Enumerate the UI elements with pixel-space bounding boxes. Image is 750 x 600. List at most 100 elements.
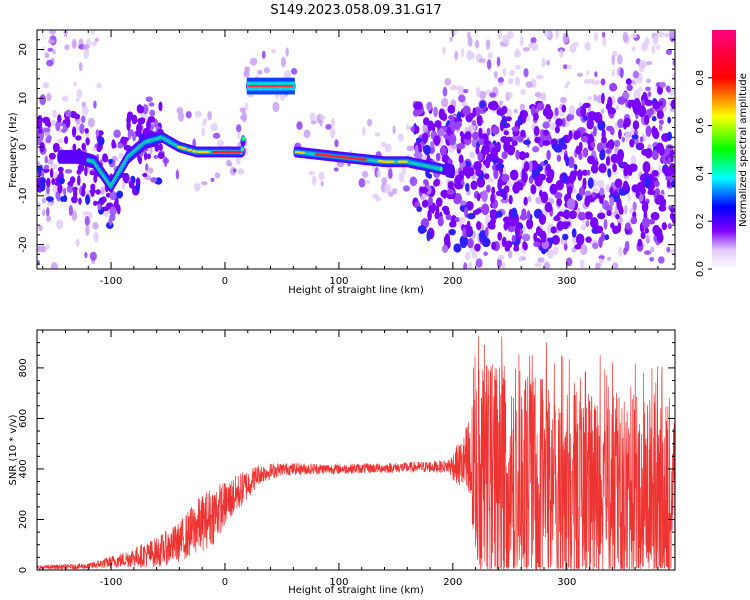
heat-blob xyxy=(565,155,570,167)
heat-blob xyxy=(651,170,659,177)
heat-blob xyxy=(280,56,287,68)
heat-blob xyxy=(652,34,659,46)
spectrogram-y-tick-label: -20 xyxy=(18,236,29,252)
heat-blob xyxy=(514,76,521,86)
heat-blob xyxy=(603,219,608,230)
heat-blob xyxy=(667,223,672,230)
heat-blob xyxy=(513,108,518,114)
heat-blob xyxy=(658,123,663,131)
heat-blob xyxy=(543,30,551,37)
heat-blob xyxy=(579,259,585,269)
heat-blob xyxy=(599,195,604,204)
heat-blob xyxy=(93,174,98,184)
heat-blob xyxy=(511,234,516,243)
heat-blob xyxy=(448,114,454,121)
heat-blob xyxy=(607,168,612,178)
heat-blob xyxy=(562,233,569,241)
heat-blob xyxy=(623,163,632,174)
heat-blob xyxy=(650,246,655,253)
heat-blob xyxy=(566,186,573,194)
heat-blob xyxy=(636,181,646,189)
heat-blob xyxy=(483,140,492,146)
heat-blob xyxy=(632,201,637,211)
heat-blob xyxy=(508,78,514,85)
heat-blob xyxy=(467,35,473,47)
heat-blob xyxy=(65,109,72,118)
heat-blob xyxy=(263,67,270,74)
heat-blob xyxy=(463,88,469,94)
heat-blob xyxy=(148,102,155,107)
colorbar-label: Normalized spectral amplitude xyxy=(738,73,749,227)
heat-blob xyxy=(531,42,539,51)
heat-blob xyxy=(638,66,645,73)
heat-blob xyxy=(325,124,332,130)
heat-blob xyxy=(556,220,564,231)
heat-blob xyxy=(82,105,89,115)
heat-blob xyxy=(212,132,221,139)
heat-blob xyxy=(462,105,471,116)
heat-blob xyxy=(651,116,657,122)
heat-blob xyxy=(556,154,562,162)
heat-blob xyxy=(639,194,644,203)
heat-blob xyxy=(466,220,471,232)
heat-blob xyxy=(601,92,605,105)
colorbar: 0.0 0.2 0.4 0.6 0.8 Normalized spectral ampl… xyxy=(695,30,749,277)
heat-blob xyxy=(642,161,651,173)
heat-blob xyxy=(481,190,488,202)
heat-blob xyxy=(537,257,545,263)
heat-blob xyxy=(66,184,74,193)
heat-blob xyxy=(333,167,339,172)
heat-blob xyxy=(87,117,95,128)
heat-blob xyxy=(519,36,524,47)
heat-blob xyxy=(142,173,148,178)
heat-blob xyxy=(651,44,655,54)
heat-blob xyxy=(55,191,61,200)
heat-blob xyxy=(543,261,551,269)
heat-blob xyxy=(290,68,298,75)
heat-blob xyxy=(464,182,470,192)
heat-blob xyxy=(454,85,462,90)
heat-blob xyxy=(596,94,603,104)
ridge-core xyxy=(402,160,408,163)
ridge-core xyxy=(181,147,187,150)
heat-blob xyxy=(82,182,86,190)
heat-blob xyxy=(647,91,652,97)
heat-blob xyxy=(435,197,443,207)
heat-blob xyxy=(656,232,664,244)
heat-blob xyxy=(422,132,428,144)
heat-blob xyxy=(604,234,610,241)
heat-blob xyxy=(633,89,641,101)
heat-blob xyxy=(444,78,452,86)
heat-blob xyxy=(135,182,141,192)
heat-blob xyxy=(545,176,553,184)
heat-blob xyxy=(414,144,419,155)
heat-blob xyxy=(572,41,580,47)
heat-blob xyxy=(311,175,317,186)
heat-blob xyxy=(464,206,468,218)
heat-blob xyxy=(477,169,482,177)
heat-blob xyxy=(497,254,505,260)
heat-blob xyxy=(92,222,99,230)
spectrogram-x-tick-label: -100 xyxy=(100,276,123,287)
spectrogram-x-tick-label: 100 xyxy=(329,276,348,287)
heat-blob xyxy=(447,104,456,114)
heat-blob xyxy=(575,233,585,246)
heat-blob xyxy=(437,216,444,227)
snr-y-label: SNR (10 * v/v) xyxy=(8,414,19,485)
heat-blob xyxy=(47,158,54,165)
heat-blob xyxy=(42,82,50,89)
heat-blob xyxy=(641,201,649,213)
heat-blob xyxy=(443,235,449,244)
heat-blob xyxy=(593,125,597,137)
heat-blob xyxy=(665,144,674,151)
heat-blob xyxy=(665,85,671,92)
heat-blob xyxy=(532,146,540,153)
heat-blob xyxy=(90,183,96,191)
heat-blob xyxy=(433,106,438,118)
heat-blob xyxy=(546,249,555,259)
heat-blob xyxy=(158,143,163,152)
heat-blob xyxy=(446,126,452,136)
heat-blob xyxy=(237,130,241,140)
heat-blob xyxy=(460,238,468,249)
